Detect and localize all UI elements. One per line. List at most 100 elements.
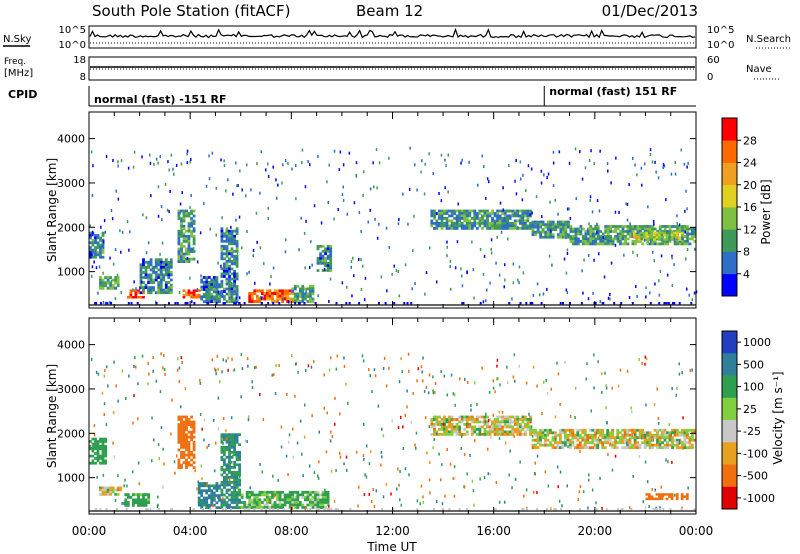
scatter-point bbox=[492, 413, 494, 417]
heatmap-cell bbox=[663, 493, 666, 496]
heatmap-cell bbox=[149, 260, 153, 264]
scatter-point bbox=[330, 356, 332, 360]
heatmap-cell bbox=[99, 276, 102, 280]
heatmap-cell bbox=[304, 498, 307, 502]
scatter-point bbox=[397, 426, 400, 429]
heatmap-cell bbox=[606, 436, 610, 440]
scatter-point bbox=[121, 501, 123, 505]
heatmap-cell bbox=[642, 231, 646, 235]
scatter-point bbox=[438, 452, 440, 456]
scatter-point bbox=[658, 293, 661, 297]
scatter-point bbox=[133, 280, 135, 284]
heatmap-cell bbox=[235, 453, 239, 457]
heatmap-cell bbox=[230, 254, 234, 258]
scatter-point bbox=[588, 254, 590, 257]
heatmap-cell bbox=[319, 501, 322, 504]
heatmap-cell bbox=[647, 493, 651, 496]
heatmap-cell bbox=[686, 240, 689, 243]
heatmap-cell bbox=[185, 257, 188, 261]
heatmap-cell bbox=[511, 212, 515, 215]
heatmap-cell bbox=[309, 503, 312, 507]
heatmap-cell bbox=[273, 506, 277, 509]
heatmap-cell bbox=[658, 236, 661, 239]
scatter-point bbox=[286, 392, 288, 396]
scatter-point bbox=[526, 508, 528, 511]
heatmap-cell bbox=[676, 441, 679, 445]
scatter-point bbox=[471, 240, 473, 244]
heatmap-cell bbox=[438, 224, 441, 228]
heatmap-cell bbox=[561, 428, 565, 432]
heatmap-cell bbox=[147, 291, 150, 295]
heatmap-cell bbox=[473, 222, 477, 225]
heatmap-cell bbox=[488, 214, 492, 218]
heatmap-cell bbox=[230, 471, 234, 474]
scatter-point bbox=[215, 368, 217, 372]
heatmap-cell bbox=[114, 278, 118, 282]
scatter-point bbox=[309, 163, 311, 167]
heatmap-cell bbox=[675, 231, 679, 235]
heatmap-cell bbox=[430, 219, 434, 223]
heatmap-cell bbox=[190, 250, 193, 253]
heatmap-cell bbox=[154, 271, 158, 274]
heatmap-cell bbox=[521, 217, 525, 220]
heatmap-cell bbox=[549, 431, 552, 435]
heatmap-cell bbox=[225, 280, 229, 283]
heatmap-cell bbox=[235, 265, 239, 268]
scatter-point bbox=[566, 207, 569, 211]
scatter-point bbox=[208, 177, 211, 181]
heatmap-cell bbox=[311, 506, 315, 509]
heatmap-cell bbox=[190, 247, 193, 251]
heatmap-cell bbox=[157, 258, 161, 262]
heatmap-cell bbox=[96, 459, 100, 463]
heatmap-cell bbox=[681, 240, 684, 243]
scatter-point bbox=[504, 500, 506, 504]
heatmap-cell bbox=[611, 436, 615, 440]
scatter-point bbox=[309, 508, 312, 511]
scatter-point bbox=[483, 476, 486, 479]
heatmap-cell bbox=[192, 227, 196, 231]
scatter-point bbox=[659, 508, 662, 511]
heatmap-cell bbox=[177, 257, 181, 261]
heatmap-cell bbox=[463, 433, 467, 436]
scatter-point bbox=[382, 495, 385, 499]
heatmap-cell bbox=[233, 257, 236, 261]
heatmap-cell bbox=[648, 235, 652, 238]
heatmap-cell bbox=[661, 436, 664, 440]
heatmap-cell bbox=[468, 214, 472, 218]
scatter-point bbox=[519, 302, 522, 305]
heatmap-cell bbox=[316, 503, 320, 507]
scatter-point bbox=[309, 265, 311, 269]
heatmap-cell bbox=[152, 286, 155, 289]
heatmap-cell bbox=[501, 428, 505, 431]
heatmap-cell bbox=[531, 438, 535, 442]
scatter-point bbox=[463, 485, 466, 489]
heatmap-cell bbox=[641, 428, 644, 432]
heatmap-cell bbox=[569, 237, 573, 241]
heatmap-cell bbox=[200, 503, 204, 507]
heatmap-cell bbox=[621, 433, 625, 437]
scatter-point bbox=[440, 199, 443, 203]
heatmap-cell bbox=[230, 440, 234, 444]
scatter-point bbox=[339, 150, 342, 154]
heatmap-cell bbox=[223, 234, 226, 238]
scatter-point bbox=[103, 413, 105, 416]
heatmap-cell bbox=[651, 225, 655, 228]
heatmap-cell bbox=[508, 423, 512, 426]
scatter-point bbox=[511, 486, 513, 490]
heatmap-cell bbox=[616, 436, 620, 440]
scatter-point bbox=[155, 379, 158, 383]
heatmap-cell bbox=[647, 495, 651, 498]
heatmap-cell bbox=[438, 415, 441, 419]
scatter-point bbox=[460, 267, 462, 271]
heatmap-cell bbox=[559, 220, 563, 224]
scatter-point bbox=[655, 170, 657, 174]
scatter-point bbox=[473, 296, 475, 300]
scatter-point bbox=[521, 198, 524, 202]
scatter-point bbox=[243, 302, 246, 305]
scatter-point bbox=[533, 490, 535, 494]
scatter-point bbox=[665, 302, 668, 305]
scatter-point bbox=[146, 508, 149, 511]
heatmap-cell bbox=[271, 294, 274, 298]
heatmap-cell bbox=[668, 238, 671, 241]
